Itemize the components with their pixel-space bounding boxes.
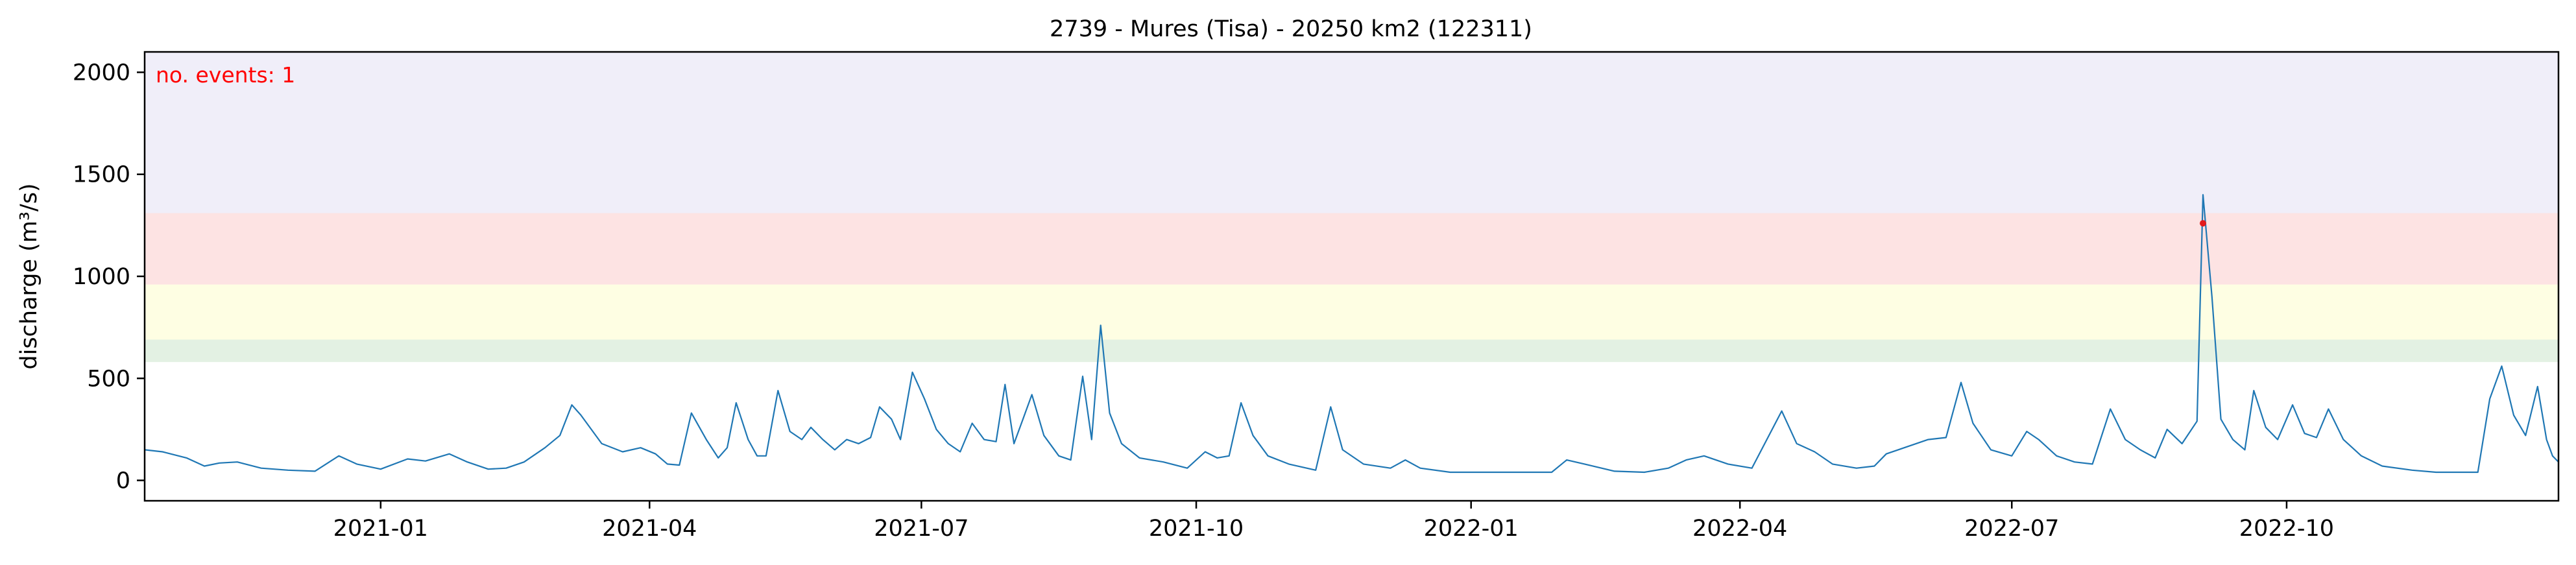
event-marker	[2199, 220, 2206, 227]
x-tick-label: 2021-01	[333, 516, 428, 542]
events-annotation: no. events: 1	[156, 62, 295, 88]
threshold-bands	[145, 52, 2558, 363]
x-tick-label: 2021-07	[874, 516, 969, 542]
x-tick-label: 2021-10	[1149, 516, 1244, 542]
y-axis-label: discharge (m³/s)	[16, 183, 42, 369]
threshold-band-0	[145, 339, 2558, 363]
y-tick-label: 1000	[73, 264, 130, 290]
x-tick-label: 2022-01	[1424, 516, 1519, 542]
x-axis-ticks: 2021-01 2021-04 2021-07 2021-10 2022-01 2022-…	[333, 501, 2334, 542]
series-group	[144, 194, 2559, 474]
event-marker-group	[2199, 220, 2206, 227]
x-tick-label: 2022-04	[1692, 516, 1787, 542]
chart-title: 2739 - Mures (Tisa) - 20250 km2 (122311)	[1050, 16, 1532, 42]
threshold-band-1	[145, 284, 2558, 340]
discharge-series-line	[144, 194, 2559, 474]
x-tick-label: 2022-10	[2239, 516, 2334, 542]
y-tick-label: 2000	[73, 60, 130, 86]
y-tick-label: 0	[116, 468, 130, 494]
threshold-band-2	[145, 213, 2558, 285]
y-tick-label: 1500	[73, 162, 130, 188]
y-axis-ticks: 0 500 1000 1500 2000	[73, 60, 145, 494]
x-tick-label: 2022-07	[1964, 516, 2059, 542]
threshold-band-3	[145, 52, 2558, 213]
y-tick-label: 500	[87, 366, 130, 392]
x-tick-label: 2021-04	[602, 516, 697, 542]
plot-frame	[143, 51, 2560, 502]
